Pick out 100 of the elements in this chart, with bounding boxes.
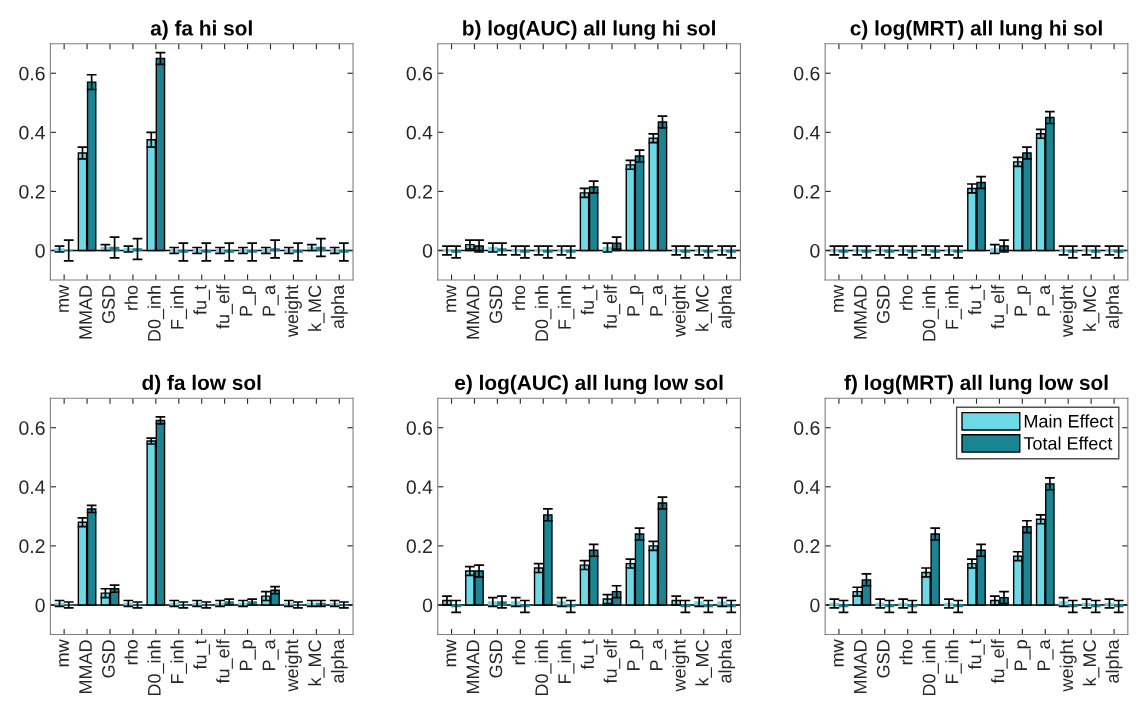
y-tick-label: 0.2 [19, 539, 45, 554]
x-tick-label: weight [1059, 639, 1077, 692]
x-tick-label: P_p [627, 285, 644, 316]
x-tick-label: k_MC [695, 640, 712, 686]
x-tick-label: weight [285, 639, 302, 692]
y-tick-label: 0 [422, 243, 433, 258]
x-tick-label: F_inh [170, 286, 188, 329]
x-tick-label: MMAD [854, 640, 867, 694]
y-tick-label: 0 [35, 598, 45, 613]
chart-title: f) log(MRT) all lung low sol [844, 374, 1108, 395]
x-tick-label: mw [59, 639, 69, 667]
chart-title: c) log(MRT) all lung hi sol [850, 20, 1102, 40]
y-tick-label: 0.6 [19, 66, 45, 81]
x-tick-label: fu_t [968, 285, 985, 315]
x-tick-label: P_a [1037, 284, 1054, 316]
y-tick-label: 0 [810, 598, 820, 613]
x-tick-label: mw [59, 284, 69, 312]
x-tick-label: MMAD [466, 285, 480, 339]
x-tick-label: fu_t [968, 639, 985, 670]
x-tick-label: P_a [650, 284, 667, 316]
x-tick-label: fu_elf [991, 639, 1008, 684]
x-tick-label: F_inh [557, 640, 575, 684]
y-tick-label: 0.4 [19, 480, 45, 495]
x-tick-label: fu_elf [603, 284, 621, 329]
x-tick-label: F_inh [945, 640, 962, 684]
x-tick-label: MMAD [79, 640, 92, 694]
chart-title: e) log(AUC) all lung low sol [455, 374, 723, 395]
y-tick-label: 0.6 [794, 421, 820, 435]
x-tick-label: rho [124, 640, 138, 665]
x-tick-label: rho [124, 285, 138, 310]
y-tick-label: 0.2 [794, 539, 820, 554]
x-tick-label: fu_t [580, 285, 598, 315]
x-tick-label: k_MC [1082, 285, 1100, 331]
x-tick-label: weight [1059, 285, 1077, 338]
x-tick-label: rho [511, 640, 526, 665]
x-tick-label: MMAD [466, 640, 480, 694]
y-tick-label: 0.2 [19, 184, 45, 199]
legend-label: Total Effect [1023, 436, 1113, 450]
y-tick-label: 0.2 [406, 184, 432, 199]
x-tick-label: MMAD [79, 285, 92, 339]
x-tick-label: D0_inh [147, 286, 165, 341]
x-tick-label: D0_inh [922, 286, 939, 341]
x-tick-label: fu_t [193, 285, 210, 315]
y-tick-label: 0.6 [406, 421, 433, 435]
x-tick-label: fu_elf [216, 284, 233, 329]
x-tick-label: fu_elf [216, 639, 233, 684]
x-tick-label: fu_elf [991, 284, 1008, 329]
y-tick-label: 0.6 [406, 66, 433, 81]
x-tick-label: mw [446, 639, 457, 667]
x-tick-label: D0_inh [147, 640, 165, 696]
y-tick-label: 0 [422, 598, 433, 613]
x-tick-label: alpha [330, 284, 348, 329]
x-tick-label: GSD [102, 285, 115, 324]
x-tick-label: P_p [627, 640, 644, 670]
x-tick-label: weight [672, 285, 690, 338]
x-tick-label: P_p [1014, 640, 1031, 670]
y-tick-label: 0.2 [794, 184, 820, 199]
x-tick-label: GSD [102, 640, 115, 678]
y-tick-label: 0.4 [794, 480, 820, 495]
legend-label: Main Effect [1024, 414, 1114, 428]
x-tick-label: GSD [876, 285, 890, 324]
x-tick-label: P_a [262, 284, 279, 316]
x-tick-label: k_MC [307, 285, 325, 331]
y-tick-label: 0.6 [794, 66, 820, 81]
x-tick-label: alpha [330, 639, 348, 683]
x-tick-label: mw [833, 639, 844, 667]
x-tick-label: F_inh [557, 286, 575, 329]
y-tick-label: 0.4 [406, 125, 433, 140]
x-tick-label: P_p [1014, 285, 1031, 316]
x-tick-label: rho [899, 640, 913, 665]
x-tick-label: P_p [239, 285, 256, 316]
x-tick-label: D0_inh [534, 640, 552, 696]
x-tick-label: alpha [1105, 639, 1123, 683]
x-tick-label: rho [899, 285, 913, 310]
y-tick-label: 0.4 [406, 480, 433, 495]
x-tick-label: mw [446, 284, 457, 312]
y-tick-label: 0.2 [406, 539, 432, 554]
x-tick-label: MMAD [854, 285, 867, 339]
y-tick-label: 0 [35, 243, 45, 258]
x-tick-label: F_inh [945, 286, 962, 329]
x-tick-label: D0_inh [534, 286, 552, 341]
y-tick-label: 0 [810, 243, 820, 258]
x-tick-label: weight [672, 639, 690, 692]
x-tick-label: mw [833, 284, 844, 312]
x-tick-label: P_a [1037, 639, 1054, 670]
chart-title: b) log(AUC) all lung hi sol [463, 20, 715, 40]
x-tick-label: P_a [650, 639, 667, 670]
x-tick-label: k_MC [1082, 640, 1100, 686]
x-tick-label: alpha [718, 284, 736, 329]
y-tick-label: 0.4 [794, 125, 820, 140]
x-tick-label: fu_t [193, 639, 210, 670]
x-tick-label: GSD [876, 640, 890, 678]
chart-title: a) fa hi sol [150, 20, 252, 40]
x-tick-label: alpha [718, 639, 736, 683]
y-tick-label: 0.6 [19, 421, 45, 435]
y-tick-label: 0.4 [19, 125, 45, 140]
x-tick-label: P_a [262, 639, 279, 670]
x-tick-label: alpha [1105, 284, 1123, 329]
chart-title: d) fa low sol [142, 374, 261, 395]
x-tick-label: fu_t [580, 639, 598, 670]
